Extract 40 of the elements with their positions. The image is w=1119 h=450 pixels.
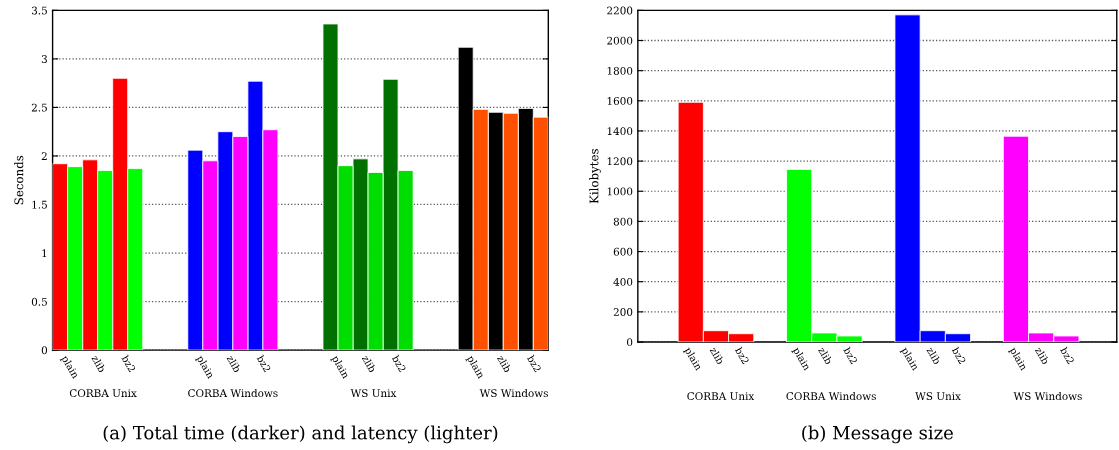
y-tick-label: 2200 bbox=[607, 6, 633, 15]
y-tick-label: 600 bbox=[613, 247, 633, 256]
x-tick-label: zlib bbox=[818, 346, 833, 365]
text: (a) Total time (darker) and latency (lighter) bbox=[103, 425, 498, 444]
text: WS Windows bbox=[1013, 392, 1082, 401]
text: (b) Message size bbox=[802, 425, 953, 444]
text: CORBA Unix bbox=[69, 389, 137, 398]
y-tick-label: 0.5 bbox=[31, 297, 47, 306]
y-tick-label: 1400 bbox=[607, 127, 633, 136]
y-tick-label: 1000 bbox=[607, 187, 633, 196]
x-tick-label: zlib bbox=[926, 346, 942, 365]
y-tick-label: 2 bbox=[41, 152, 47, 160]
y-tick-label: 2.5 bbox=[31, 103, 47, 112]
text: CORBA Windows bbox=[786, 392, 876, 401]
y-axis-title: Kilobytes bbox=[589, 149, 601, 204]
x-tick-label: zlib bbox=[91, 354, 107, 373]
y-axis-title: Seconds bbox=[14, 155, 24, 205]
y-tick-label: 400 bbox=[613, 277, 633, 286]
y-tick-label: 1 bbox=[42, 249, 47, 257]
y-tick-label: 800 bbox=[613, 217, 633, 226]
x-tick-label: zlib bbox=[226, 354, 242, 373]
y-tick-label: 3.5 bbox=[31, 6, 47, 15]
text: WS Windows bbox=[479, 388, 548, 398]
text: WS Unix bbox=[915, 392, 961, 401]
text: WS Unix bbox=[350, 389, 397, 398]
text: CORBA Windows bbox=[188, 388, 278, 398]
y-tick-label: 1600 bbox=[607, 97, 633, 105]
x-tick-label: zlib bbox=[1034, 346, 1050, 365]
x-tick-label: zlib bbox=[361, 354, 377, 373]
x-tick-label: zlib bbox=[709, 346, 725, 365]
text: CORBA Unix bbox=[687, 392, 755, 401]
y-tick-label: 0 bbox=[627, 338, 633, 347]
y-tick-label: 2000 bbox=[607, 36, 633, 45]
y-tick-label: 1.5 bbox=[32, 200, 47, 209]
y-tick-label: 1800 bbox=[607, 66, 633, 75]
x-tick-label: zlib bbox=[496, 354, 512, 373]
y-tick-label: 0 bbox=[41, 346, 48, 355]
y-tick-label: 3 bbox=[41, 55, 47, 63]
y-tick-label: 200 bbox=[613, 308, 633, 316]
y-tick-label: 1200 bbox=[607, 157, 633, 166]
